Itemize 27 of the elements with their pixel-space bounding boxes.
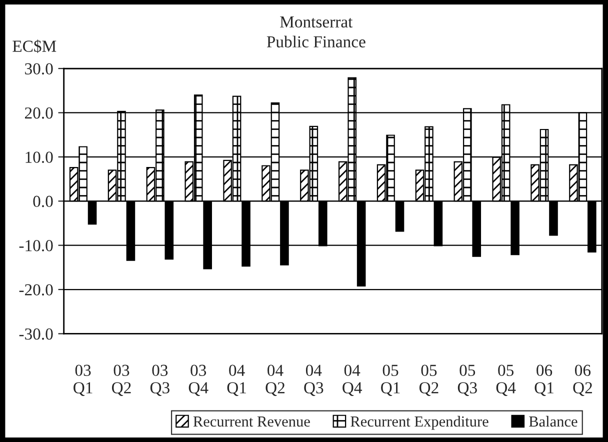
y-tick-label: -20.0 xyxy=(19,284,53,296)
x-tick-label: 03 Q2 xyxy=(112,364,131,396)
x-tick-label: 03 Q3 xyxy=(150,364,170,396)
x-tick-label: 03 Q1 xyxy=(74,364,92,396)
y-tick-label: -30.0 xyxy=(19,328,53,340)
x-tick-label: 03 Q4 xyxy=(188,364,208,396)
legend-label: Recurrent Revenue xyxy=(193,416,310,427)
legend-label: Recurrent Expenditure xyxy=(350,416,488,430)
legend-label: Balance xyxy=(529,416,578,427)
y-tick-label: 10.0 xyxy=(26,152,53,163)
y-tick-label: 0.0 xyxy=(33,196,53,208)
x-tick-label: 04 Q2 xyxy=(266,364,284,396)
x-tick-label: 05 Q3 xyxy=(458,364,477,396)
x-tick-label: 06 Q2 xyxy=(573,364,592,396)
y-tick-label: 30.0 xyxy=(25,63,53,75)
y-axis-title: EC$M xyxy=(12,40,56,53)
x-tick-label: 04 Q1 xyxy=(227,364,246,396)
x-tick-label: 05 Q4 xyxy=(496,364,516,396)
y-tick-label: 20.0 xyxy=(24,107,53,119)
x-tick-label: 05 Q1 xyxy=(381,364,400,396)
x-tick-label: 05 Q2 xyxy=(419,364,438,396)
x-tick-label: 04 Q3 xyxy=(304,364,324,396)
x-tick-label: 04 Q4 xyxy=(342,364,362,396)
y-tick-label: -10.0 xyxy=(19,240,53,252)
chart-subtitle: Public Finance xyxy=(266,36,366,48)
x-tick-label: 06 Q1 xyxy=(534,364,554,396)
chart-title: Montserrat xyxy=(280,16,353,28)
